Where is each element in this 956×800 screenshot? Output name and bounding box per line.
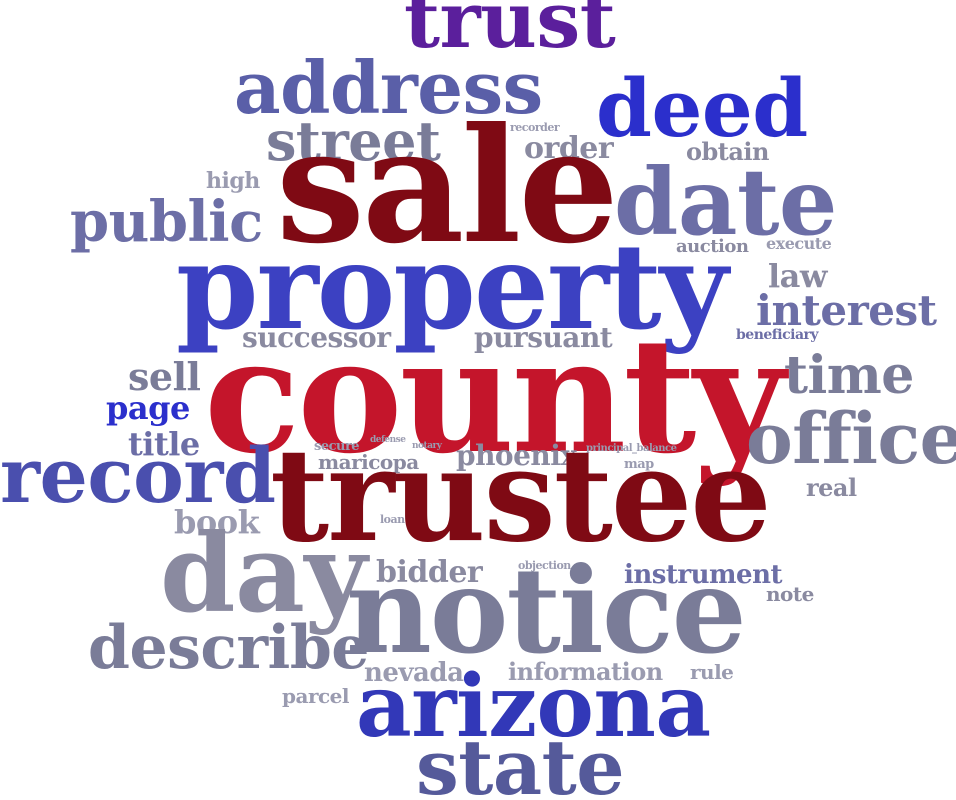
word-maricopa: maricopa xyxy=(318,450,419,474)
word-beneficiary: beneficiary xyxy=(736,327,819,343)
word-trustee: trustee xyxy=(270,421,772,571)
word-parcel: parcel xyxy=(282,684,349,708)
word-information: information xyxy=(508,657,663,686)
word-page: page xyxy=(106,389,190,427)
word-auction: auction xyxy=(676,236,749,257)
word-note: note xyxy=(766,582,814,606)
word-notary: notary xyxy=(412,441,442,451)
word-deed: deed xyxy=(596,61,808,155)
word-book: book xyxy=(174,503,260,541)
word-nevada: nevada xyxy=(364,658,464,688)
word-law: law xyxy=(768,257,827,295)
word-high: high xyxy=(206,168,260,194)
word-time: time xyxy=(784,345,914,406)
word-instrument: instrument xyxy=(624,560,783,590)
word-date: date xyxy=(614,148,837,256)
word-property: property xyxy=(176,217,728,356)
word-principal-balance: principal_balance xyxy=(586,443,677,454)
word-sell: sell xyxy=(128,354,201,399)
word-pursuant: pursuant xyxy=(474,321,613,354)
word-bidder: bidder xyxy=(376,555,483,590)
word-rule: rule xyxy=(690,660,734,684)
word-street: street xyxy=(266,109,441,173)
word-map: map xyxy=(624,457,654,472)
word-trust: trust xyxy=(404,0,616,66)
word-loan: loan xyxy=(380,513,405,526)
word-address: address xyxy=(234,45,543,130)
word-objection: objection xyxy=(518,559,571,572)
word-obtain: obtain xyxy=(686,137,770,166)
word-record: record xyxy=(0,431,276,520)
word-arizona: arizona xyxy=(356,656,711,757)
word-secure: secure xyxy=(314,439,360,454)
word-phoenix: phoenix xyxy=(456,439,577,472)
word-recorder: recorder xyxy=(510,121,560,134)
word-office: office xyxy=(746,397,956,480)
word-order: order xyxy=(524,131,614,166)
word-state: state xyxy=(416,723,625,800)
word-day: day xyxy=(160,511,367,637)
word-real: real xyxy=(806,473,857,502)
word-interest: interest xyxy=(756,286,937,335)
word-successor: successor xyxy=(242,321,391,354)
word-defense: defense xyxy=(370,435,406,445)
word-county: county xyxy=(204,304,785,489)
word-notice: notice xyxy=(346,541,747,680)
word-execute: execute xyxy=(766,234,832,253)
word-title: title xyxy=(128,425,200,463)
word-public: public xyxy=(70,189,263,255)
word-describe: describe xyxy=(88,613,369,683)
word-sale: sale xyxy=(276,94,619,279)
